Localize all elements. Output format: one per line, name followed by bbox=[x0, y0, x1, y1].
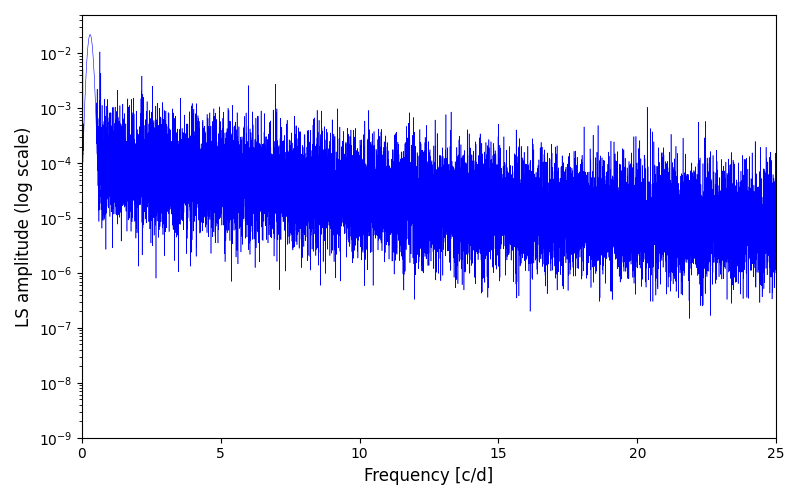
Y-axis label: LS amplitude (log scale): LS amplitude (log scale) bbox=[15, 126, 33, 326]
X-axis label: Frequency [c/d]: Frequency [c/d] bbox=[364, 467, 494, 485]
